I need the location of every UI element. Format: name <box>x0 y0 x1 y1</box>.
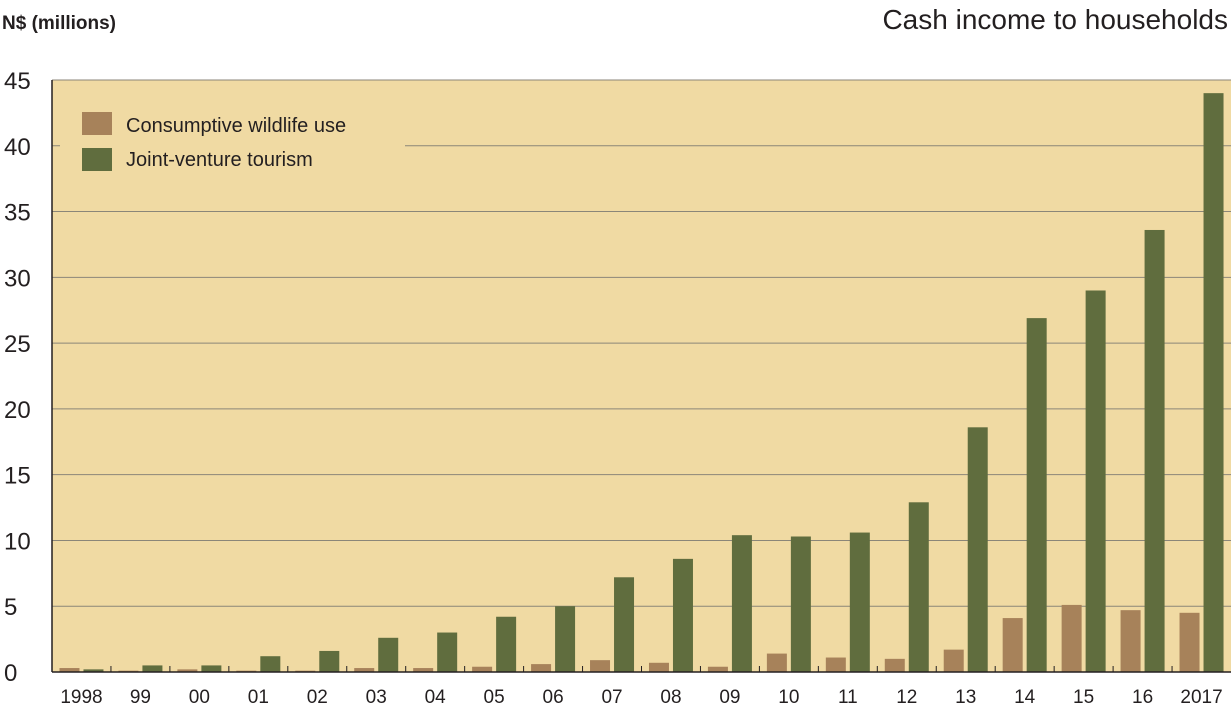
bar-joint-venture-13 <box>967 427 988 672</box>
bar-consumptive-09 <box>707 666 728 672</box>
x-tick-label: 1998 <box>60 687 102 708</box>
x-tick-label: 12 <box>896 687 917 708</box>
x-tick-label: 06 <box>543 687 564 708</box>
bar-joint-venture-01 <box>260 656 281 672</box>
bar-joint-venture-06 <box>555 606 576 672</box>
x-tick-label: 16 <box>1132 687 1153 708</box>
bar-joint-venture-10 <box>790 536 811 672</box>
x-tick-label: 14 <box>1014 687 1036 708</box>
x-tick-label: 15 <box>1073 687 1094 708</box>
bar-joint-venture-02 <box>319 650 340 672</box>
x-tick-label: 11 <box>838 687 858 708</box>
bar-joint-venture-16 <box>1144 229 1165 672</box>
bar-joint-venture-99 <box>142 665 163 672</box>
bar-consumptive-05 <box>472 666 493 672</box>
y-tick-label: 25 <box>4 331 31 358</box>
x-tick-label: 2017 <box>1180 687 1222 708</box>
bar-consumptive-07 <box>590 660 611 672</box>
bar-consumptive-13 <box>943 649 964 672</box>
y-axis-label: N$ (millions) <box>2 13 116 34</box>
x-tick-labels: 1998 99 00 01 02 03 04 05 06 07 08 09 10 11 12 13 14 15 16… <box>60 687 1222 708</box>
bar-consumptive-11 <box>825 657 846 672</box>
x-tick-label: 08 <box>660 687 681 708</box>
x-tick-label: 03 <box>366 687 387 708</box>
bar-consumptive-03 <box>354 668 375 672</box>
bar-consumptive-08 <box>648 662 669 672</box>
x-tick-label: 09 <box>719 687 740 708</box>
x-tick-label: 00 <box>189 687 210 708</box>
legend: Consumptive wildlife use Joint-venture t… <box>60 97 405 181</box>
bars <box>59 93 1224 672</box>
legend-box-background <box>60 97 405 181</box>
bar-joint-venture-14 <box>1026 318 1047 672</box>
axes <box>51 80 1231 673</box>
y-tick-label: 20 <box>4 397 31 424</box>
legend-swatch-consumptive <box>82 112 112 135</box>
bar-joint-venture-15 <box>1085 290 1106 672</box>
y-tick-label: 15 <box>4 463 31 490</box>
bar-joint-venture-08 <box>672 558 693 672</box>
x-tick-label: 10 <box>778 687 799 708</box>
y-tick-label: 30 <box>4 265 31 292</box>
bar-consumptive-00 <box>177 669 198 672</box>
bar-consumptive-06 <box>531 664 552 672</box>
x-tick-label: 01 <box>248 687 269 708</box>
bar-joint-venture-1998 <box>83 669 104 672</box>
x-tick-label: 07 <box>601 687 622 708</box>
bar-consumptive-12 <box>884 658 905 672</box>
x-tick-label: 02 <box>307 687 328 708</box>
bar-joint-venture-07 <box>614 577 635 672</box>
x-tick-label: 04 <box>425 687 447 708</box>
legend-label-joint-venture: Joint-venture tourism <box>126 149 313 171</box>
y-tick-label: 10 <box>4 528 31 555</box>
y-tick-label: 0 <box>4 660 17 687</box>
bar-joint-venture-05 <box>496 616 517 672</box>
bar-consumptive-14 <box>1002 618 1023 672</box>
y-tick-labels: 0 5 10 15 20 25 30 35 40 45 <box>4 68 31 687</box>
bar-consumptive-1998 <box>59 668 80 672</box>
legend-swatch-joint-venture <box>82 148 112 171</box>
bar-consumptive-10 <box>766 653 787 672</box>
bar-consumptive-16 <box>1120 610 1141 672</box>
bar-joint-venture-09 <box>731 535 752 672</box>
x-tick-label: 13 <box>955 687 976 708</box>
x-tick-label: 99 <box>130 687 151 708</box>
x-tick-label: 05 <box>484 687 505 708</box>
y-tick-label: 5 <box>4 594 17 621</box>
bar-joint-venture-04 <box>437 632 458 672</box>
bar-joint-venture-00 <box>201 665 222 672</box>
bar-joint-venture-03 <box>378 637 399 672</box>
bar-consumptive-15 <box>1061 604 1082 672</box>
bar-joint-venture-12 <box>908 502 929 672</box>
legend-label-consumptive: Consumptive wildlife use <box>126 115 346 137</box>
y-tick-label: 40 <box>4 134 31 161</box>
y-tick-label: 45 <box>4 68 31 95</box>
bar-consumptive-04 <box>413 668 434 672</box>
bar-joint-venture-2017 <box>1203 93 1224 672</box>
y-tick-label: 35 <box>4 200 31 227</box>
bar-consumptive-2017 <box>1179 612 1200 672</box>
bar-joint-venture-11 <box>849 532 870 672</box>
chart-title: Cash income to households <box>882 4 1228 35</box>
